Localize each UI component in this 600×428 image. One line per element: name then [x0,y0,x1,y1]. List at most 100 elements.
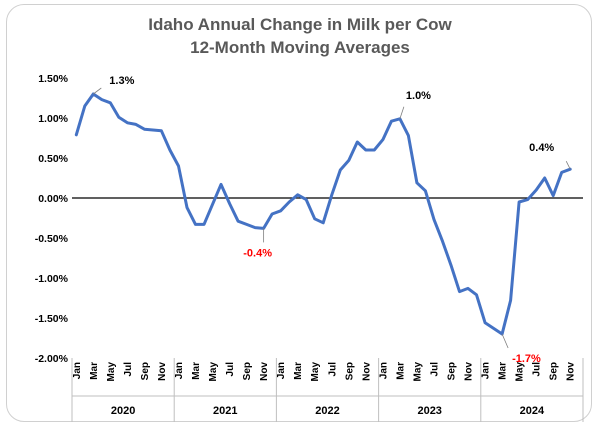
x-year-label: 2022 [315,405,339,417]
data-point [168,148,171,151]
data-label: 0.4% [529,142,554,154]
x-tick-label: Mar [293,362,304,380]
data-label: 1.3% [109,75,134,87]
data-point [373,148,376,151]
data-point [390,120,393,123]
x-tick-label: Sep [549,362,560,380]
data-point [100,98,103,101]
x-tick-label: Sep [446,362,457,380]
x-tick-label: Sep [242,362,253,380]
data-point [424,189,427,192]
data-point [432,218,435,221]
y-tick-label: 0.50% [38,153,68,165]
x-tick-label: Mar [498,362,509,380]
data-point [543,176,546,179]
chart-frame [6,4,592,422]
data-point [322,221,325,224]
x-tick-label: May [106,362,117,382]
data-point [339,168,342,171]
data-label-leader [501,333,509,349]
y-tick-label: -1.50% [35,313,69,325]
x-tick-label: Nov [157,362,168,381]
data-point [407,134,410,137]
data-point [356,140,359,143]
x-tick-label: Mar [191,362,202,380]
x-tick-label: May [515,362,526,382]
data-label-leader [93,87,102,95]
x-year-label: 2024 [520,405,545,417]
x-tick-label: Nov [259,362,270,381]
x-tick-label: Sep [344,362,355,380]
x-tick-label: Jul [225,362,236,377]
data-point [381,138,384,141]
data-point [330,193,333,196]
data-point [560,171,563,174]
data-point [305,198,308,201]
data-point [313,217,316,220]
data-point [483,321,486,324]
y-tick-label: -2.00% [35,353,69,365]
x-year-label: 2020 [111,405,135,417]
x-tick-label: Nov [464,362,475,381]
data-point [458,290,461,293]
y-tick-label: 0.00% [38,193,68,205]
data-label: -1.7% [512,353,541,365]
x-year-label: 2023 [417,405,441,417]
x-tick-label: Jan [378,362,389,379]
data-point [271,212,274,215]
data-point [228,202,231,205]
x-tick-label: Jan [481,362,492,379]
x-tick-label: Mar [395,362,406,380]
data-point [75,133,78,136]
data-point [236,220,239,223]
data-point [151,128,154,131]
x-year-label: 2021 [213,405,237,417]
x-tick-label: Jul [532,362,543,377]
data-point [364,148,367,151]
y-tick-label: -1.00% [35,273,69,285]
data-point [509,299,512,302]
data-point [296,193,299,196]
y-axis-ticks: 1.50% 1.00% 0.50% 0.00% -0.50% -1.00% -1.50% -2… [35,73,69,365]
y-tick-label: 1.00% [38,113,68,125]
y-tick-label: 1.50% [38,73,68,85]
x-tick-label: Sep [140,362,151,380]
x-tick-label: Jul [429,362,440,377]
data-point [441,240,444,243]
x-tick-label: Jan [72,362,83,379]
data-point [211,203,214,206]
chart-title-line-1: Idaho Annual Change in Milk per Cow [148,15,452,34]
x-tick-label: Mar [89,362,100,380]
data-point [254,226,257,229]
data-label: 1.0% [406,90,431,102]
data-point [245,223,248,226]
data-point [117,116,120,119]
data-point [194,223,197,226]
data-label-leader [565,161,571,170]
data-point [83,104,86,107]
x-tick-label: Jan [174,362,185,379]
chart-title-line-2: 12-Month Moving Averages [190,38,410,57]
data-point [160,129,163,132]
data-point [526,198,529,201]
data-point [143,128,146,131]
y-tick-label: -0.50% [35,233,69,245]
data-point [177,164,180,167]
x-tick-label: Nov [566,362,577,381]
data-label-leader [399,106,405,119]
data-point [347,159,350,162]
data-point [415,181,418,184]
x-tick-label: Jan [276,362,287,379]
data-point [475,293,478,296]
data-point [219,183,222,186]
data-label: -0.4% [243,247,272,259]
data-point [535,188,538,191]
data-point [449,264,452,267]
data-point [552,194,555,197]
data-point [185,206,188,209]
x-tick-label: Jul [123,362,134,377]
data-point [134,123,137,126]
x-tick-label: Jul [327,362,338,377]
x-axis: Jan Mar May Jul Sep Nov 2020 Jan Mar May Jul Sep Nov… [71,358,584,422]
